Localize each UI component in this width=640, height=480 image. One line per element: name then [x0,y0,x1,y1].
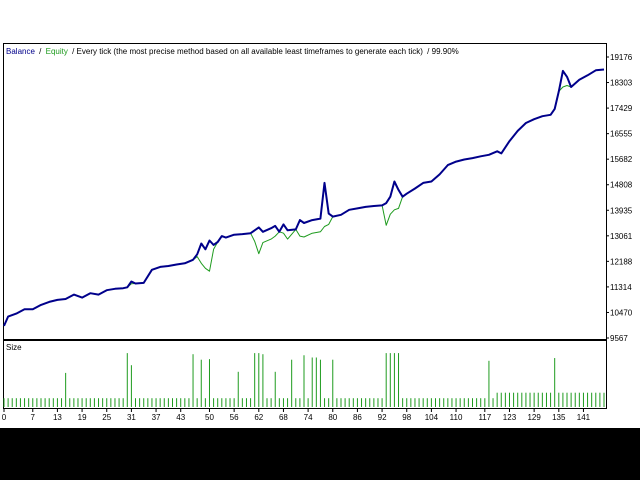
y-tick-label: 13935 [610,206,633,215]
y-tick-label: 10470 [610,308,633,317]
y-tick-label: 13061 [610,232,633,241]
x-tick-label: 92 [378,413,387,422]
x-tick-label: 31 [127,413,136,422]
x-tick-label: 104 [425,413,439,422]
size-panel-title: Size [6,343,22,352]
y-tick-label: 15682 [610,155,633,164]
legend-equity-label: Equity [46,47,68,56]
x-tick-label: 7 [31,413,36,422]
legend-separator: / [39,47,42,56]
y-tick-label: 14808 [610,181,633,190]
x-tick-label: 56 [230,413,239,422]
x-tick-label: 80 [328,413,337,422]
x-tick-label: 117 [478,413,491,422]
x-tick-label: 13 [53,413,62,422]
y-tick-label: 11314 [610,283,632,292]
x-tick-label: 43 [176,413,185,422]
x-tick-label: 141 [577,413,591,422]
x-axis: 0 7 13 19 25 31 37 43 50 56 62 68 74 80 86 92 98 104 110 11… [2,409,591,422]
y-tick-label: 9567 [610,334,628,343]
y-tick-label: 19176 [610,53,633,62]
size-bars [3,353,605,407]
x-tick-label: 25 [102,413,111,422]
svg-text:Balance / Equity /: Balance / Equity / Every tick (the most … [6,47,459,56]
equity-plot-area [3,68,605,327]
y-tick-label: 18303 [610,79,633,88]
balance-series-line [3,68,605,327]
size-panel-frame [3,340,607,409]
x-tick-label: 98 [402,413,411,422]
main-plot-frame [3,43,607,340]
legend-balance-label: Balance [6,47,35,56]
y-tick-label: 12188 [610,257,633,266]
legend-description: / Every tick (the most precise method ba… [72,47,423,56]
x-tick-label: 86 [353,413,362,422]
x-tick-label: 74 [304,413,313,422]
x-tick-label: 19 [78,413,87,422]
x-tick-label: 129 [527,413,541,422]
legend-quality: / 99.90% [427,47,459,56]
x-tick-label: 68 [279,413,288,422]
x-tick-label: 37 [152,413,161,422]
x-tick-label: 123 [503,413,517,422]
y-tick-label: 17429 [610,104,633,113]
x-tick-label: 62 [254,413,263,422]
y-axis: 19176 18303 17429 16555 15682 14808 13935 13061… [606,53,633,343]
y-tick-label: 16555 [610,130,633,139]
x-tick-label: 135 [552,413,566,422]
x-tick-label: 110 [450,413,463,422]
x-tick-label: 0 [2,413,7,422]
x-tick-label: 50 [205,413,214,422]
